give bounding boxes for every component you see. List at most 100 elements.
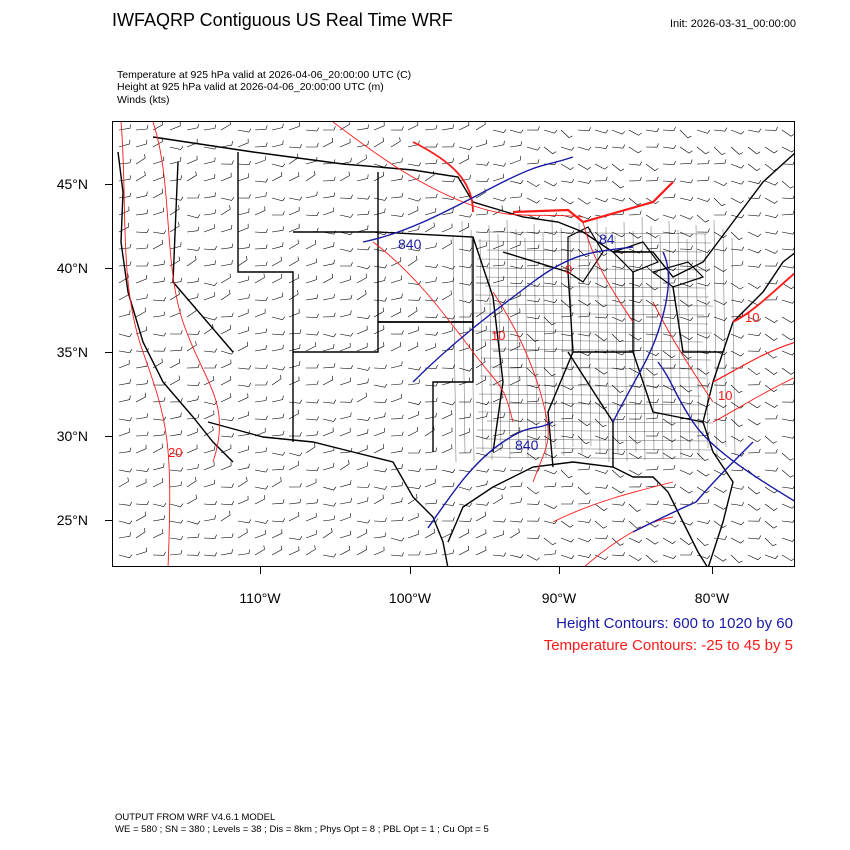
wind-barb: [458, 517, 472, 522]
wind-barb: [594, 129, 609, 134]
wind-barb: [781, 180, 794, 189]
wind-barb: [186, 246, 201, 251]
wind-barb: [679, 537, 693, 545]
wind-barb: [186, 551, 200, 556]
wind-barb: [696, 248, 711, 253]
wind-barb: [424, 447, 438, 454]
wind-barb: [713, 146, 726, 156]
wind-barb: [475, 357, 486, 369]
wind-barb: [271, 211, 285, 216]
county-line: [515, 228, 520, 451]
wind-barb: [458, 222, 470, 233]
gulf-coast: [447, 461, 708, 566]
wind-barb: [203, 410, 215, 420]
wind-barb: [441, 208, 454, 216]
county-line: [533, 223, 538, 450]
wind-barb: [305, 294, 318, 301]
wind-barb: [526, 486, 540, 495]
wind-barb: [441, 223, 453, 233]
wind-barb: [526, 554, 540, 561]
county-line: [477, 240, 712, 244]
county-line: [485, 267, 711, 271]
wind-barb: [373, 468, 388, 473]
wind-barb: [475, 412, 488, 420]
wind-barb: [186, 341, 197, 352]
wind-barb: [390, 497, 403, 505]
wind-barb: [407, 296, 421, 301]
wind-barb: [237, 341, 249, 352]
wind-barb: [135, 431, 149, 437]
wind-barb: [254, 345, 267, 352]
temperature-contour-label: 10: [745, 310, 759, 325]
wind-barb: [781, 316, 794, 323]
wind-barb: [441, 444, 453, 454]
wind-barb: [288, 536, 303, 541]
wind-barb: [424, 528, 435, 539]
wind-barb: [509, 180, 524, 184]
wind-barb: [662, 520, 677, 525]
wind-barb: [169, 196, 184, 201]
wind-barb: [135, 262, 149, 267]
wind-barb: [611, 552, 625, 557]
wind-barb: [713, 435, 727, 444]
wind-barb: [628, 435, 641, 444]
wind-barb: [509, 448, 523, 454]
lon-tick: [410, 567, 411, 574]
wind-barb: [203, 401, 218, 405]
wind-barb: [169, 375, 180, 386]
county-line: [483, 303, 714, 307]
wind-barb: [509, 240, 521, 250]
wind-barb: [577, 261, 591, 267]
wind-barb: [187, 194, 200, 199]
wind-barb: [203, 534, 217, 539]
wind-barb: [237, 365, 252, 370]
wind-barb: [560, 230, 575, 235]
wind-barb: [152, 156, 164, 165]
wind-barb: [475, 401, 490, 405]
wind-barb: [135, 547, 148, 556]
wind-barb: [526, 418, 540, 426]
wind-barb: [526, 197, 540, 204]
wind-barb: [424, 343, 436, 352]
wind-barb: [781, 469, 794, 478]
wind-barb: [203, 515, 216, 522]
wind-barb: [730, 180, 745, 185]
wind-barb: [237, 255, 248, 267]
county-line: [686, 238, 691, 450]
wind-barb: [305, 545, 316, 556]
wind-barb: [730, 401, 744, 409]
wind-barb: [594, 144, 609, 149]
wind-barb: [509, 192, 523, 199]
wind-barb: [628, 210, 642, 216]
temperature-contours-legend: Temperature Contours: -25 to 45 by 5: [543, 637, 793, 654]
wind-barb: [203, 245, 217, 251]
wind-barb: [543, 180, 557, 187]
state-line-8: [573, 351, 704, 423]
wind-barb: [254, 244, 268, 250]
wind-barb: [169, 451, 184, 456]
wind-barb: [237, 393, 249, 403]
county-line: [524, 237, 529, 459]
wind-barb: [713, 231, 727, 238]
wind-barb: [288, 498, 302, 505]
county-line: [484, 456, 704, 460]
county-line: [731, 237, 736, 456]
wind-barb: [594, 503, 608, 511]
lat-tick: [105, 184, 112, 185]
county-line: [497, 233, 502, 452]
wind-barb: [764, 280, 778, 285]
wind-barb: [203, 192, 216, 199]
wind-barb: [288, 274, 300, 284]
wind-barb: [662, 230, 677, 234]
wind-barb: [169, 146, 184, 150]
wind-barb: [543, 347, 557, 352]
wind-barb: [152, 478, 164, 488]
wind-barb: [271, 499, 285, 505]
wind-barb: [390, 175, 403, 182]
height-field-label: Height at 925 hPa valid at 2026-04-06_20…: [117, 81, 384, 93]
wind-barb: [543, 537, 557, 546]
wind-barb: [611, 180, 625, 189]
wind-barb: [288, 409, 299, 420]
wind-barb: [594, 554, 609, 560]
wind-barb: [526, 397, 540, 403]
